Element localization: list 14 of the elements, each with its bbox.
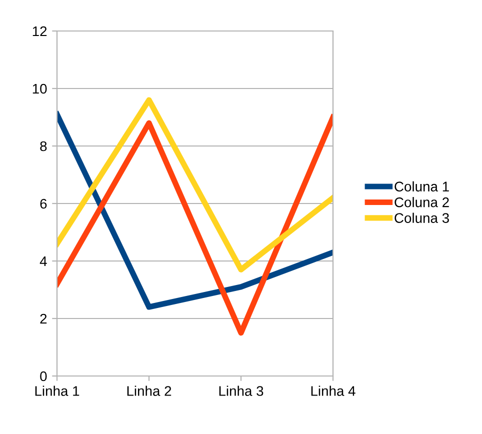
x-tick-label: Linha 4 <box>311 386 356 396</box>
legend-label: Coluna 3 <box>394 212 449 223</box>
y-tick-label: 4 <box>40 256 47 266</box>
x-tick-label: Linha 3 <box>219 386 264 396</box>
y-tick-label: 2 <box>40 314 47 324</box>
x-tick-label: Linha 1 <box>35 386 80 396</box>
y-tick-label: 12 <box>32 26 47 36</box>
legend-label: Coluna 2 <box>394 197 449 208</box>
y-tick-label: 8 <box>40 141 47 152</box>
y-tick-label: 0 <box>40 371 47 382</box>
legend-label: Coluna 1 <box>394 181 449 192</box>
y-tick-label: 10 <box>32 84 47 94</box>
y-tick-label: 6 <box>40 198 47 209</box>
x-tick-label: Linha 2 <box>127 386 172 396</box>
